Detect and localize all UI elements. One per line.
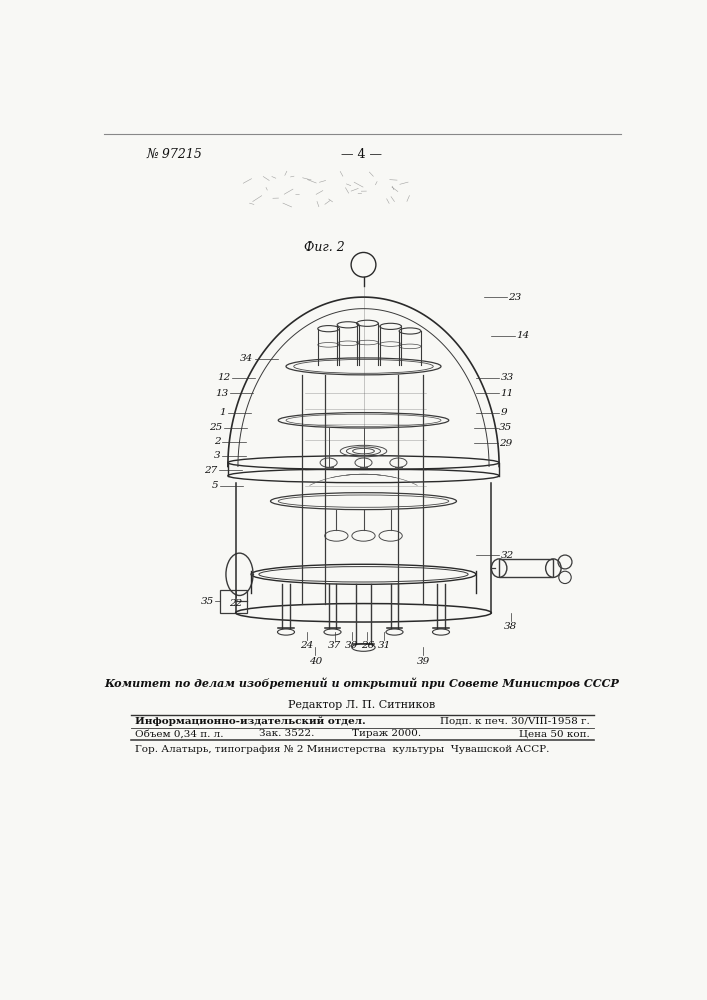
Text: Комитет по делам изобретений и открытий при Совете Министров СССР: Комитет по делам изобретений и открытий … [105, 678, 619, 689]
Text: Гор. Алатырь, типография № 2 Министерства  культуры  Чувашской АССР.: Гор. Алатырь, типография № 2 Министерств… [135, 745, 549, 754]
Text: Объем 0,34 п. л.: Объем 0,34 п. л. [135, 729, 223, 738]
Text: 26: 26 [361, 641, 374, 650]
Text: Зак. 3522.: Зак. 3522. [259, 729, 314, 738]
Text: 39: 39 [416, 657, 430, 666]
Text: 25: 25 [209, 424, 223, 432]
Text: 3: 3 [214, 451, 221, 460]
Text: 34: 34 [240, 354, 253, 363]
Text: 38: 38 [504, 622, 518, 631]
Text: 11: 11 [501, 389, 514, 398]
Text: 30: 30 [345, 641, 358, 650]
Text: Информационно-издательский отдел.: Информационно-издательский отдел. [135, 717, 366, 726]
Text: 13: 13 [216, 389, 228, 398]
Text: 23: 23 [508, 293, 522, 302]
Text: Тираж 2000.: Тираж 2000. [352, 729, 421, 738]
Text: 14: 14 [516, 331, 530, 340]
Text: 27: 27 [204, 466, 217, 475]
Bar [220, 590, 247, 613]
Text: 40: 40 [309, 657, 322, 666]
Text: 32: 32 [501, 551, 514, 560]
Text: 1: 1 [220, 408, 226, 417]
Text: 35: 35 [499, 424, 513, 432]
Text: 37: 37 [328, 641, 341, 650]
Text: 35: 35 [201, 597, 214, 606]
Text: № 97215: № 97215 [146, 148, 202, 161]
Text: 33: 33 [501, 373, 514, 382]
Text: 22: 22 [229, 599, 243, 608]
Text: Фиг. 2: Фиг. 2 [305, 241, 345, 254]
Text: — 4 —: — 4 — [341, 148, 382, 161]
Text: Редактор Л. П. Ситников: Редактор Л. П. Ситников [288, 700, 436, 710]
Text: 9: 9 [501, 408, 508, 417]
Text: 31: 31 [378, 641, 391, 650]
Text: 24: 24 [300, 641, 313, 650]
Text: Цена 50 коп.: Цена 50 коп. [519, 729, 590, 738]
Text: 29: 29 [499, 439, 513, 448]
Text: Подп. к печ. 30/VIII-1958 г.: Подп. к печ. 30/VIII-1958 г. [440, 717, 590, 726]
Text: 5: 5 [212, 481, 218, 490]
Bar [499, 559, 554, 577]
Text: 12: 12 [217, 373, 230, 382]
Text: 2: 2 [214, 437, 221, 446]
